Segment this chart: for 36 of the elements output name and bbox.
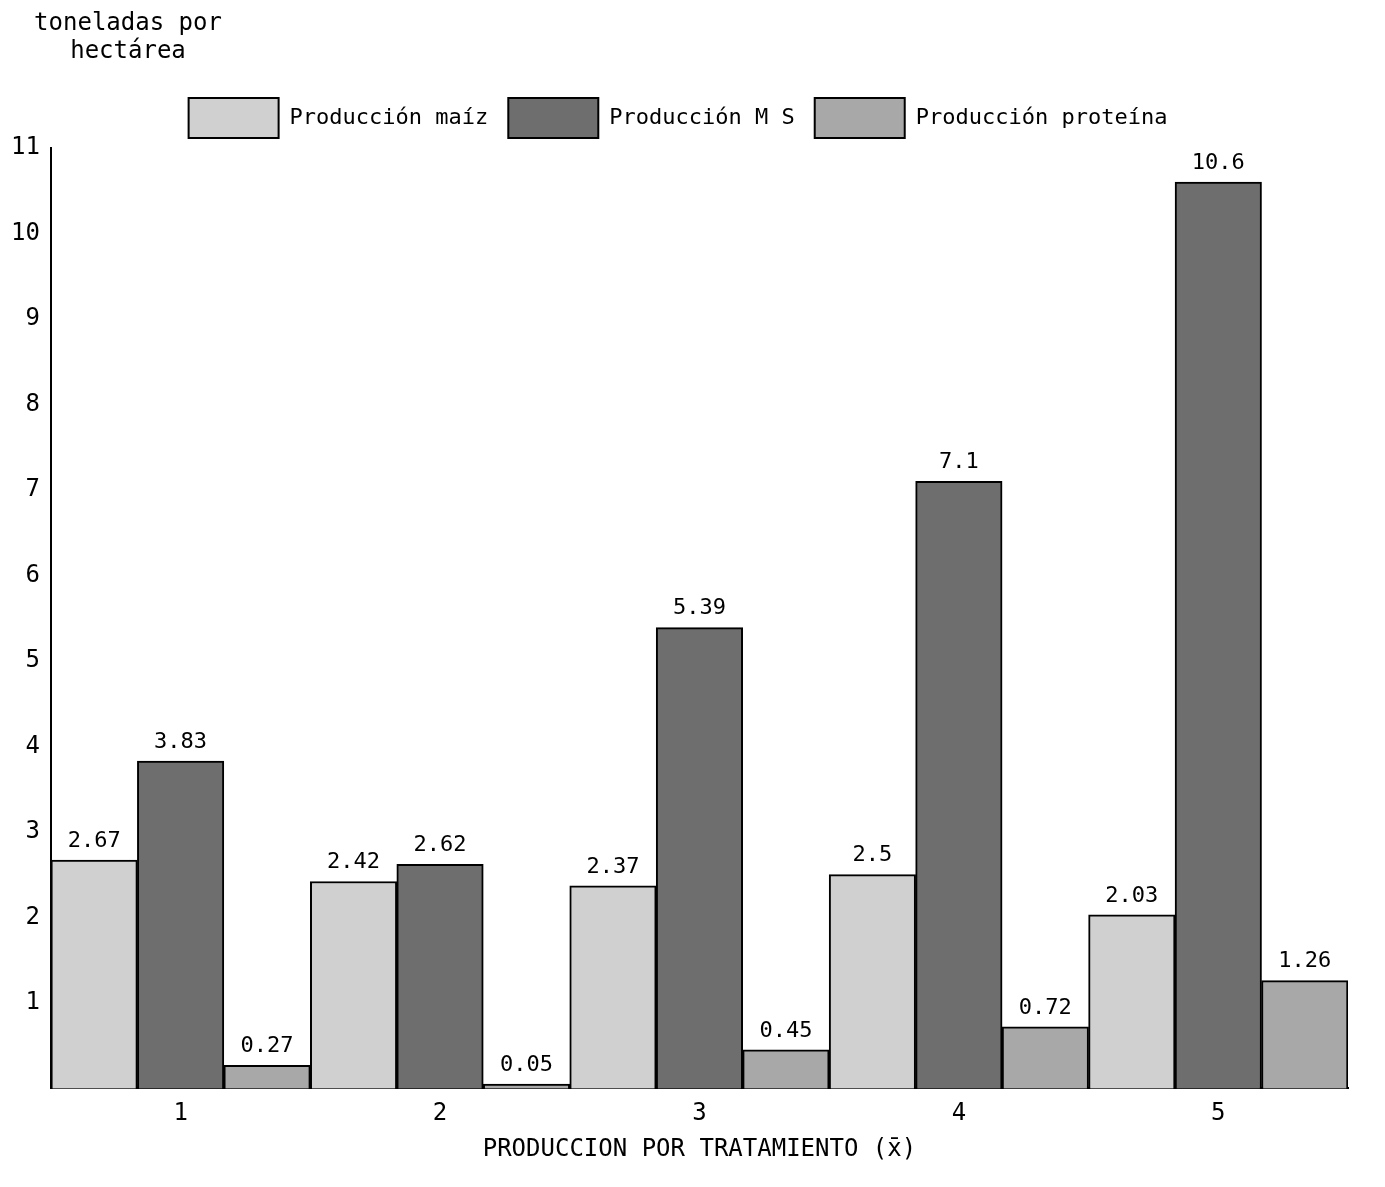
data-label: 10.6 [1191,148,1245,174]
y-tick-label: 8 [25,388,40,417]
y-tick-label: 2 [25,901,40,930]
data-label: 2.67 [67,826,121,852]
data-label: 2.42 [327,848,381,874]
y-tick-label: 3 [25,816,40,845]
y-tick-label: 1 [25,987,40,1016]
x-axis-title: PRODUCCION POR TRATAMIENTO (x̄) [482,1133,917,1162]
y-tick-label: 11 [10,132,40,161]
data-label: 3.83 [154,727,208,753]
x-tick-label: 1 [173,1098,188,1127]
y-tick-label: 9 [25,303,40,332]
x-tick-label: 3 [692,1098,707,1127]
x-tick-label: 4 [951,1098,967,1127]
x-tick-label: 5 [1211,1098,1226,1127]
x-tick-label: 2 [432,1098,448,1127]
data-label: 5.39 [672,594,726,620]
data-label: 2.62 [413,831,467,857]
data-label: 0.45 [759,1016,813,1042]
y-axis-title: toneladas por hectárea [33,8,223,64]
legend-label: Producción M S [609,103,795,129]
data-label: 1.26 [1278,947,1332,973]
data-label: 0.05 [500,1050,553,1076]
legend-label: Producción proteína [915,103,1168,129]
y-tick-label: 6 [25,559,40,588]
data-label: 7.1 [938,448,979,474]
y-tick-label: 4 [25,730,40,759]
legend-label: Producción maíz [289,103,489,129]
y-tick-label: 7 [25,474,40,503]
data-label: 2.37 [586,852,640,878]
data-label: 2.03 [1105,881,1159,907]
data-label: 2.5 [852,841,893,867]
y-tick-label: 10 [10,217,40,246]
data-label: 0.72 [1018,993,1072,1019]
y-tick-label: 5 [25,645,40,674]
data-label: 0.27 [240,1032,294,1058]
